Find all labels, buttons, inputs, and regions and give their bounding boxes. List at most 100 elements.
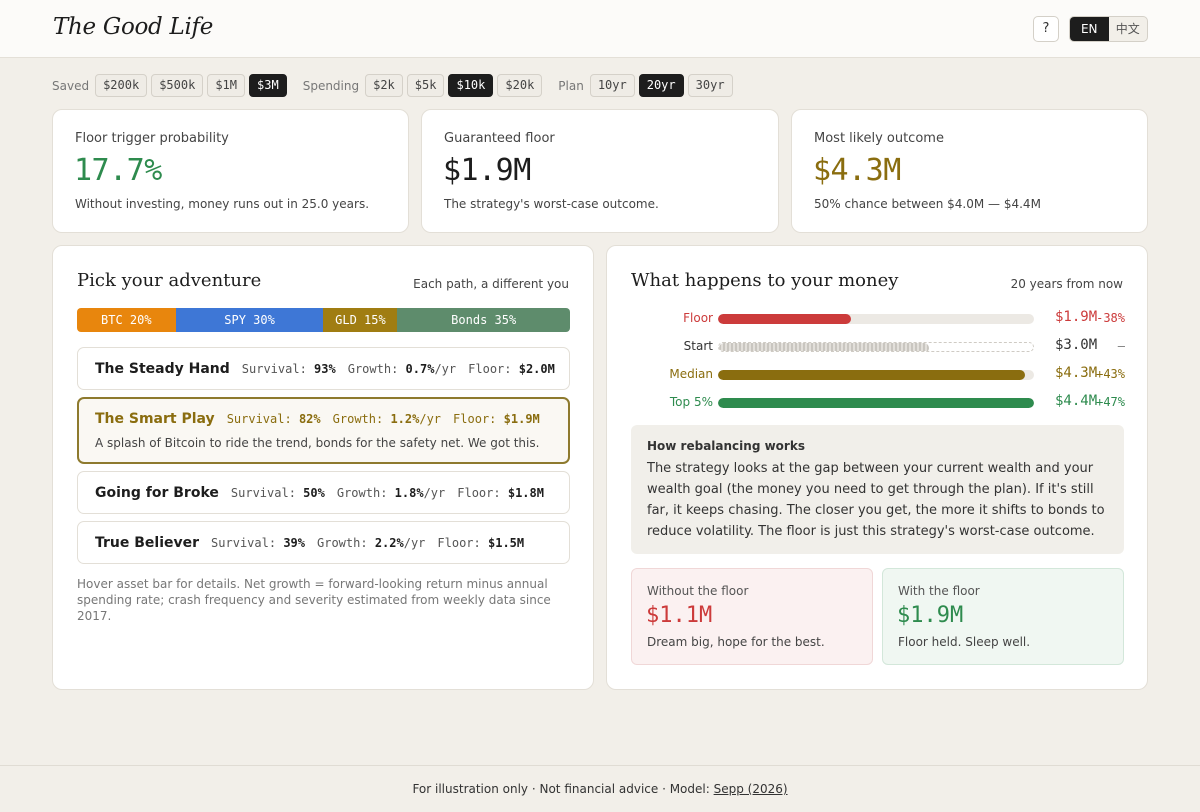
saved-label: Saved — [52, 78, 90, 93]
outcome-label: Top 5% — [669, 395, 713, 409]
outcome-value: $4.3M — [1055, 365, 1098, 381]
path-floor: Floor: $2.0M — [468, 362, 555, 376]
path-floor: Floor: $1.9M — [453, 412, 540, 426]
stat-subtext: 50% chance between $4.0M — $4.4M — [814, 197, 1041, 211]
adventure-hint: Each path, a different you — [413, 277, 569, 291]
outcome-row-start: Start $3.0M — — [631, 337, 1125, 356]
spending-label: Spending — [302, 78, 360, 93]
path-name: True Believer — [95, 535, 200, 551]
outcome-bar-track — [718, 314, 1034, 324]
outcome-bar-fill — [718, 398, 1034, 408]
plan-label: Plan — [558, 78, 584, 93]
spending-option-20k[interactable]: $20k — [497, 74, 543, 97]
plan-control: Plan 10yr 20yr 30yr — [558, 74, 736, 97]
path-option-going-for-broke[interactable]: Going for Broke Survival: 50% Growth: 1.… — [77, 471, 570, 514]
floor-trigger-card: Floor trigger probability 17.7% Without … — [52, 109, 409, 233]
path-name: Going for Broke — [95, 485, 219, 501]
allocation-segment-spy[interactable]: SPY 30% — [175, 308, 324, 332]
plan-option-20yr[interactable]: 20yr — [638, 74, 684, 97]
compare-value: $1.9M — [897, 603, 964, 628]
help-button[interactable]: ? — [1033, 16, 1059, 42]
saved-option-200k[interactable]: $200k — [95, 74, 148, 97]
stat-value: $1.9M — [443, 153, 531, 188]
stat-value: 17.7% — [74, 153, 162, 188]
model-citation-link[interactable]: Sepp (2026) — [713, 782, 788, 796]
guaranteed-floor-card: Guaranteed floor $1.9M The strategy's wo… — [421, 109, 779, 233]
language-zh-button[interactable]: 中文 — [1115, 22, 1140, 36]
path-floor: Floor: $1.8M — [457, 486, 544, 500]
with-floor-card: With the floor $1.9M Floor held. Sleep w… — [882, 568, 1124, 665]
outcome-label: Start — [683, 339, 713, 353]
stat-subtext: The strategy's worst-case outcome. — [444, 197, 659, 211]
path-option-steady-hand[interactable]: The Steady Hand Survival: 93% Growth: 0.… — [77, 347, 570, 390]
outcome-row-median: Median $4.3M +43% — [631, 365, 1125, 384]
compare-label: Without the floor — [647, 584, 749, 598]
outcome-bar-track — [718, 342, 1034, 352]
disclaimer-text: For illustration only · Not financial ad… — [412, 782, 714, 796]
rebalancing-info: How rebalancing works The strategy looks… — [631, 425, 1124, 554]
outcome-label: Median — [669, 367, 713, 381]
stat-label: Floor trigger probability — [75, 131, 229, 146]
spending-option-2k[interactable]: $2k — [365, 74, 403, 97]
spending-control: Spending $2k $5k $10k $20k — [303, 74, 547, 97]
path-survival: Survival: 82% — [226, 412, 321, 426]
path-growth: Growth: 2.2%/yr — [317, 536, 426, 550]
allocation-bar[interactable]: BTC 20% SPY 30% GLD 15% Bonds 35% — [77, 308, 570, 332]
plan-option-30yr[interactable]: 30yr — [687, 74, 733, 97]
outcome-change: +43% — [1096, 367, 1125, 381]
path-survival: Survival: 39% — [211, 536, 305, 550]
scenario-controls: Saved $200k $500k $1M $3M Spending $2k $… — [52, 74, 749, 97]
outcome-bar-track — [718, 370, 1034, 380]
most-likely-card: Most likely outcome $4.3M 50% chance bet… — [791, 109, 1148, 233]
path-option-smart-play[interactable]: The Smart Play Survival: 82% Growth: 1.2… — [77, 397, 570, 464]
path-description: A splash of Bitcoin to ride the trend, b… — [95, 436, 540, 450]
stat-label: Most likely outcome — [814, 131, 944, 146]
spending-option-10k[interactable]: $10k — [448, 74, 494, 97]
stat-value: $4.3M — [813, 153, 901, 188]
allocation-segment-btc[interactable]: BTC 20% — [77, 308, 176, 332]
outcome-value: $3.0M — [1055, 337, 1098, 353]
compare-subtext: Dream big, hope for the best. — [647, 635, 825, 649]
outcome-hint: 20 years from now — [1010, 277, 1123, 291]
without-floor-card: Without the floor $1.1M Dream big, hope … — [631, 568, 873, 665]
compare-subtext: Floor held. Sleep well. — [898, 635, 1031, 649]
spending-option-5k[interactable]: $5k — [406, 74, 445, 97]
path-survival: Survival: 93% — [241, 362, 336, 376]
outcome-label: Floor — [683, 311, 713, 325]
compare-label: With the floor — [898, 584, 980, 598]
plan-option-10yr[interactable]: 10yr — [589, 74, 635, 97]
outcome-value: $1.9M — [1055, 309, 1098, 325]
stat-subtext: Without investing, money runs out in 25.… — [75, 197, 370, 211]
path-growth: Growth: 1.2%/yr — [332, 412, 442, 426]
path-floor: Floor: $1.5M — [437, 536, 525, 550]
allocation-segment-bonds[interactable]: Bonds 35% — [397, 308, 570, 332]
outcome-panel: What happens to your money 20 years from… — [606, 245, 1148, 690]
rebalancing-title: How rebalancing works — [647, 439, 805, 453]
outcome-change: — — [1117, 339, 1125, 353]
app-title: The Good Life — [53, 14, 214, 40]
adventure-title: Pick your adventure — [77, 270, 262, 291]
outcome-bar-fill — [718, 370, 1025, 380]
saved-option-500k[interactable]: $500k — [151, 74, 204, 97]
adventure-panel: Pick your adventure Each path, a differe… — [52, 245, 594, 690]
stat-label: Guaranteed floor — [444, 131, 555, 146]
app-header: The Good Life ? EN 中文 — [0, 0, 1200, 58]
path-growth: Growth: 0.7%/yr — [347, 362, 457, 376]
adventure-footnote: Hover asset bar for details. Net growth … — [77, 577, 551, 623]
saved-option-1m[interactable]: $1M — [207, 74, 246, 97]
rebalancing-body: The strategy looks at the gap between yo… — [647, 461, 1105, 539]
outcome-bar-track — [718, 398, 1034, 408]
language-switcher: EN 中文 — [1069, 16, 1148, 42]
path-name: The Steady Hand — [95, 361, 230, 377]
compare-value: $1.1M — [646, 603, 713, 628]
allocation-segment-gld[interactable]: GLD 15% — [323, 308, 398, 332]
outcome-bar-fill — [718, 314, 851, 324]
outcome-row-top5: Top 5% $4.4M +47% — [631, 393, 1125, 412]
saved-option-3m[interactable]: $3M — [249, 74, 287, 97]
outcome-row-floor: Floor $1.9M -38% — [631, 309, 1125, 328]
path-option-true-believer[interactable]: True Believer Survival: 39% Growth: 2.2%… — [77, 521, 570, 564]
outcome-value: $4.4M — [1055, 393, 1098, 409]
outcome-title: What happens to your money — [631, 270, 899, 291]
path-growth: Growth: 1.8%/yr — [336, 486, 446, 500]
language-en-button[interactable]: EN — [1070, 17, 1109, 41]
